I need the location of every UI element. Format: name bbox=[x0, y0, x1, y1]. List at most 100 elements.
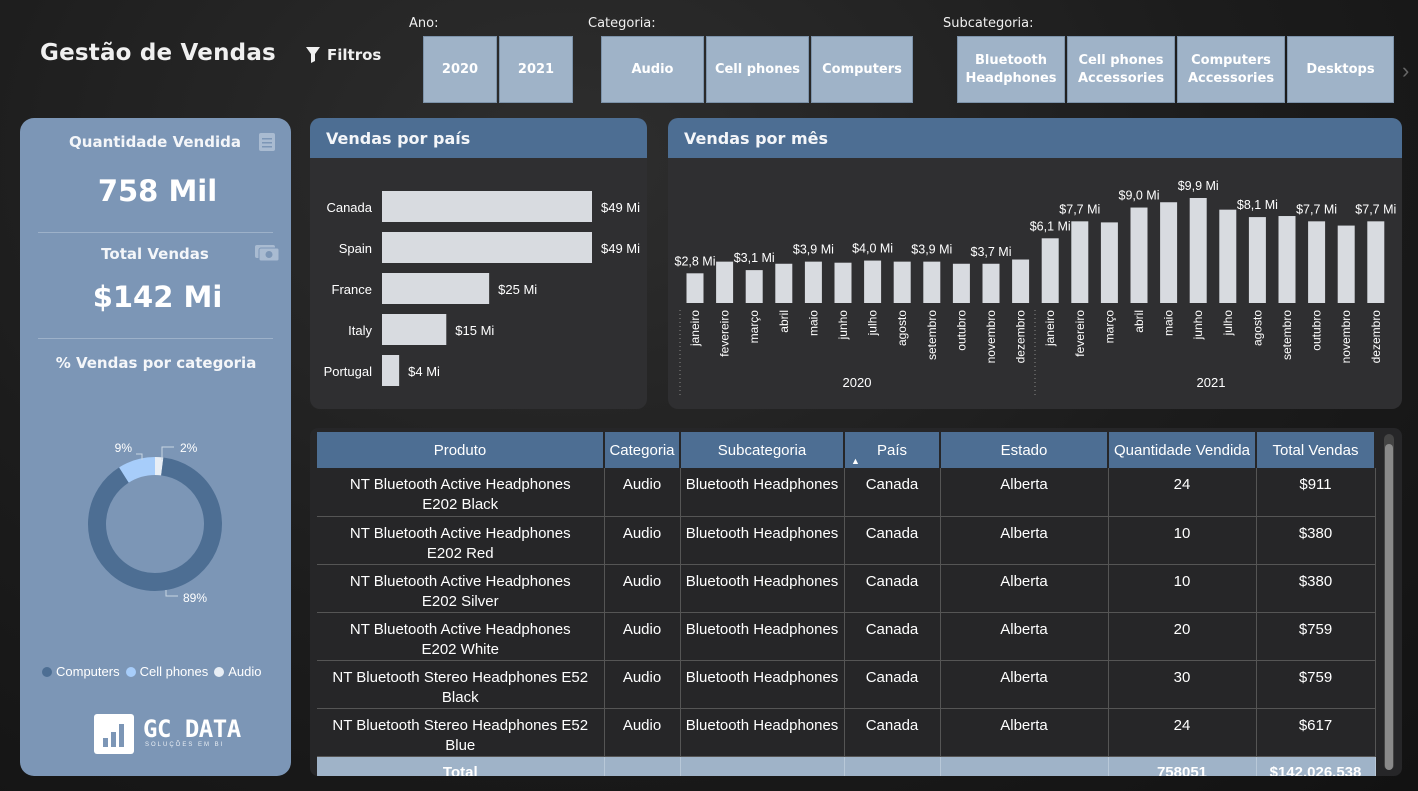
month-bar[interactable] bbox=[1337, 225, 1355, 303]
month-data-label: $8,1 Mi bbox=[1237, 198, 1278, 212]
slicer-subcategoria-computers-accessories[interactable]: Computers Accessories bbox=[1177, 36, 1285, 103]
cell-pais: Canada bbox=[844, 564, 941, 613]
month-tick-label: dezembro bbox=[1014, 310, 1028, 364]
slicer-ano-2020[interactable]: 2020 bbox=[423, 36, 497, 103]
month-bar[interactable] bbox=[1130, 207, 1148, 303]
month-bar[interactable] bbox=[804, 261, 822, 303]
cell-quantidade: 30 bbox=[1108, 660, 1257, 709]
month-bar[interactable] bbox=[952, 263, 970, 303]
country-bar[interactable] bbox=[382, 314, 447, 345]
month-bar[interactable] bbox=[923, 261, 941, 303]
total-empty bbox=[680, 756, 845, 776]
country-bar[interactable] bbox=[382, 273, 490, 304]
legend-label: Audio bbox=[228, 664, 262, 679]
month-bar[interactable] bbox=[1160, 202, 1178, 303]
month-bar[interactable] bbox=[834, 262, 852, 303]
cell-produto: NT Bluetooth Active Headphones E202 Silv… bbox=[317, 564, 605, 613]
month-bar[interactable] bbox=[716, 261, 734, 303]
col-header-pais[interactable]: ▲ País bbox=[844, 432, 941, 468]
table-row[interactable]: NT Bluetooth Active Headphones E202 Red A… bbox=[317, 516, 1376, 565]
country-bar[interactable] bbox=[382, 191, 592, 222]
col-header-total-vendas[interactable]: Total Vendas bbox=[1256, 432, 1376, 468]
country-bar[interactable] bbox=[382, 355, 400, 386]
donut-slice-cell-phones[interactable] bbox=[119, 457, 156, 483]
slicer-subcategoria-label: Subcategoria: bbox=[943, 16, 1034, 31]
month-bar[interactable] bbox=[1189, 198, 1207, 303]
cell-subcategoria: Bluetooth Headphones bbox=[680, 660, 845, 709]
month-bar[interactable] bbox=[775, 263, 793, 303]
legend-item-cell-phones[interactable]: Cell phones bbox=[125, 664, 208, 679]
month-tick-label: junho bbox=[836, 310, 850, 341]
legend-item-audio[interactable]: Audio bbox=[214, 664, 261, 679]
table-row[interactable]: NT Bluetooth Stereo Headphones E52 Black… bbox=[317, 660, 1376, 709]
col-header-subcategoria[interactable]: Subcategoria bbox=[680, 432, 845, 468]
month-tick-label: outubro bbox=[954, 310, 968, 351]
month-bar[interactable] bbox=[1308, 221, 1326, 303]
slicer-categoria-audio[interactable]: Audio bbox=[601, 36, 704, 103]
sales-table: Produto Categoria Subcategoria ▲ País Est… bbox=[317, 432, 1376, 776]
filters-toggle[interactable]: Filtros bbox=[305, 46, 381, 64]
slicer-subcategoria-desktops[interactable]: Desktops bbox=[1287, 36, 1394, 103]
col-header-estado[interactable]: Estado bbox=[940, 432, 1109, 468]
kpi-total-value: $142 Mi bbox=[92, 280, 223, 314]
country-tick-label: Spain bbox=[339, 241, 372, 256]
month-bar[interactable] bbox=[1071, 221, 1089, 303]
table-scrollbar-thumb[interactable] bbox=[1385, 444, 1393, 770]
table-row[interactable]: NT Bluetooth Active Headphones E202 Whit… bbox=[317, 612, 1376, 661]
kpi-quantidade-label: Quantidade Vendida bbox=[69, 133, 241, 151]
month-data-label: $3,1 Mi bbox=[734, 251, 775, 265]
total-quantidade: 758051 bbox=[1108, 756, 1257, 776]
donut-slice-computers[interactable] bbox=[88, 457, 222, 591]
col-header-produto[interactable]: Produto bbox=[317, 432, 605, 468]
table-row[interactable]: NT Bluetooth Active Headphones E202 Blac… bbox=[317, 468, 1376, 517]
cell-pais: Canada bbox=[844, 468, 941, 517]
col-header-categoria[interactable]: Categoria bbox=[604, 432, 681, 468]
cell-categoria: Audio bbox=[604, 564, 681, 613]
kpi-panel bbox=[20, 118, 291, 776]
month-bar[interactable] bbox=[893, 261, 911, 303]
country-bar[interactable] bbox=[382, 232, 592, 263]
cell-estado: Alberta bbox=[940, 564, 1109, 613]
slicer-subcategoria-cell-phones-accessories[interactable]: Cell phones Accessories bbox=[1067, 36, 1175, 103]
country-data-label: $4 Mi bbox=[408, 364, 440, 379]
col-header-quantidade[interactable]: Quantidade Vendida bbox=[1108, 432, 1257, 468]
month-bar[interactable] bbox=[1367, 221, 1385, 303]
total-vendas: $142.026.538 bbox=[1256, 756, 1376, 776]
cell-categoria: Audio bbox=[604, 708, 681, 757]
country-tick-label: Italy bbox=[348, 323, 372, 338]
country-tick-label: France bbox=[332, 282, 372, 297]
legend-item-computers[interactable]: Computers bbox=[42, 664, 120, 679]
table-header-row: Produto Categoria Subcategoria ▲ País Est… bbox=[317, 432, 1376, 468]
month-bar[interactable] bbox=[1041, 238, 1059, 303]
month-bar[interactable] bbox=[1100, 222, 1118, 303]
donut-label-audio: 2% bbox=[180, 441, 198, 455]
slicer-categoria-cell-phones[interactable]: Cell phones bbox=[706, 36, 809, 103]
chevron-right-icon[interactable]: › bbox=[1402, 58, 1410, 83]
month-bar[interactable] bbox=[864, 260, 882, 303]
month-bar[interactable] bbox=[1219, 209, 1237, 303]
cell-pais: Canada bbox=[844, 516, 941, 565]
table-row[interactable]: NT Bluetooth Active Headphones E202 Silv… bbox=[317, 564, 1376, 613]
month-bar[interactable] bbox=[686, 273, 704, 303]
month-data-label: $2,8 Mi bbox=[675, 254, 716, 268]
cell-pais: Canada bbox=[844, 612, 941, 661]
month-bar[interactable] bbox=[1278, 216, 1296, 303]
table-row[interactable]: NT Bluetooth Stereo Headphones E52 Blue A… bbox=[317, 708, 1376, 757]
month-tick-label: janeiro bbox=[1043, 310, 1057, 347]
month-bar[interactable] bbox=[1012, 259, 1030, 303]
month-tick-label: julho bbox=[866, 310, 880, 337]
cell-pais: Canada bbox=[844, 660, 941, 709]
month-bar[interactable] bbox=[982, 263, 1000, 303]
slicer-ano-2021[interactable]: 2021 bbox=[499, 36, 573, 103]
slicer-subcategoria-bluetooth-headphones[interactable]: Bluetooth Headphones bbox=[957, 36, 1065, 103]
month-tick-label: novembro bbox=[984, 310, 998, 364]
cell-quantidade: 20 bbox=[1108, 612, 1257, 661]
cell-subcategoria: Bluetooth Headphones bbox=[680, 708, 845, 757]
category-donut-chart: 9% 2% 89% bbox=[88, 441, 222, 605]
cell-produto: NT Bluetooth Stereo Headphones E52 Black bbox=[317, 660, 605, 709]
country-data-label: $25 Mi bbox=[498, 282, 537, 297]
month-bar[interactable] bbox=[1248, 217, 1266, 303]
slicer-categoria-computers[interactable]: Computers bbox=[811, 36, 913, 103]
month-bar[interactable] bbox=[745, 270, 763, 303]
month-tick-label: setembro bbox=[925, 310, 939, 360]
